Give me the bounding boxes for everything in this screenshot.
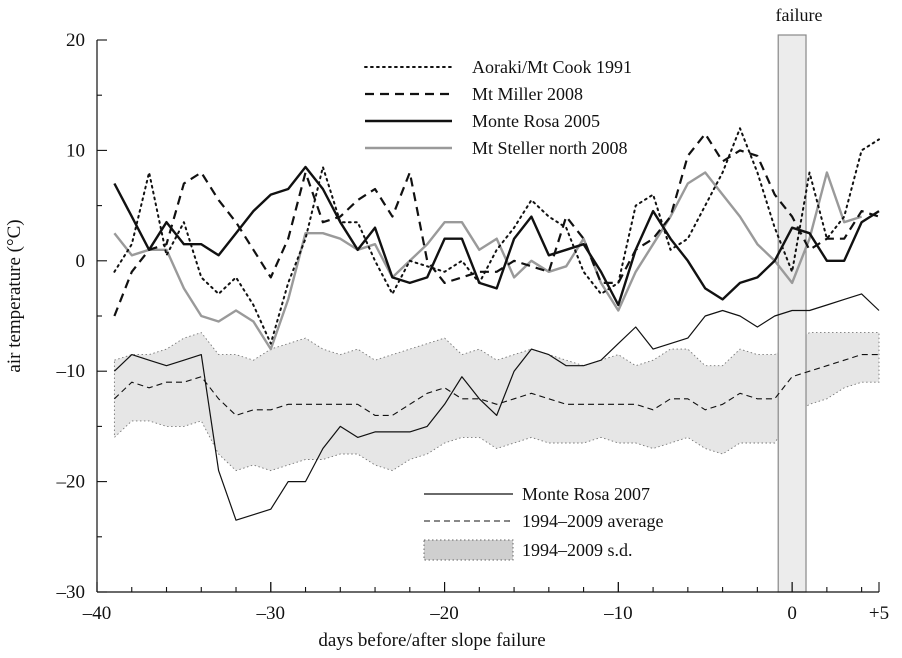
x-tick-label: –20 [429,603,459,624]
series-line-aoraki-mt-cook-1991 [113,127,880,345]
bands-layer [113,34,880,593]
y-axis-title: air temperature (°C) [4,219,25,372]
x-tick-label: –30 [256,603,286,624]
legend-label: Mt Miller 2008 [472,84,583,104]
legend-label: 1994–2009 s.d. [522,540,633,560]
sd-band-area [113,332,880,472]
x-axis-title: days before/after slope failure [318,630,545,651]
y-tick-label: –20 [56,472,86,493]
legend-label: Monte Rosa 2007 [522,484,650,504]
series-line-monte-rosa-2005 [113,165,880,307]
series-line-mt-steller-north-2008 [113,171,862,351]
legend-label: Mt Steller north 2008 [472,138,628,158]
x-tick-label: –40 [82,603,112,624]
series-line-1994-2009-average [114,354,879,416]
legend-label: Aoraki/Mt Cook 1991 [472,57,632,77]
series-line-mt-miller-2008 [113,132,880,317]
y-ticks: –30 –20 –10 0 10 20 [56,30,107,603]
y-tick-label: 10 [66,140,85,161]
x-tick-label: +5 [869,603,889,624]
x-ticks: –40 –30 –20 –10 0 +5 [82,582,889,624]
x-tick-label: 0 [787,603,797,624]
legend-label: 1994–2009 average [522,511,663,531]
legend-top: Aoraki/Mt Cook 1991 Mt Miller 2008 Monte R… [364,57,632,158]
y-tick-label: 0 [76,251,86,272]
x-tick-label: –10 [603,603,633,624]
series-layer [113,127,880,521]
y-tick-label: –10 [56,361,86,382]
legend-swatch [423,539,514,561]
y-tick-label: 20 [66,30,85,51]
y-tick-label: –30 [56,582,86,603]
failure-annotation: failure [776,5,823,25]
series-line-monte-rosa-2007 [113,293,880,521]
legend-label: Monte Rosa 2005 [472,111,600,131]
legend-bottom: Monte Rosa 2007 1994–2009 average 1994–200… [423,484,663,561]
